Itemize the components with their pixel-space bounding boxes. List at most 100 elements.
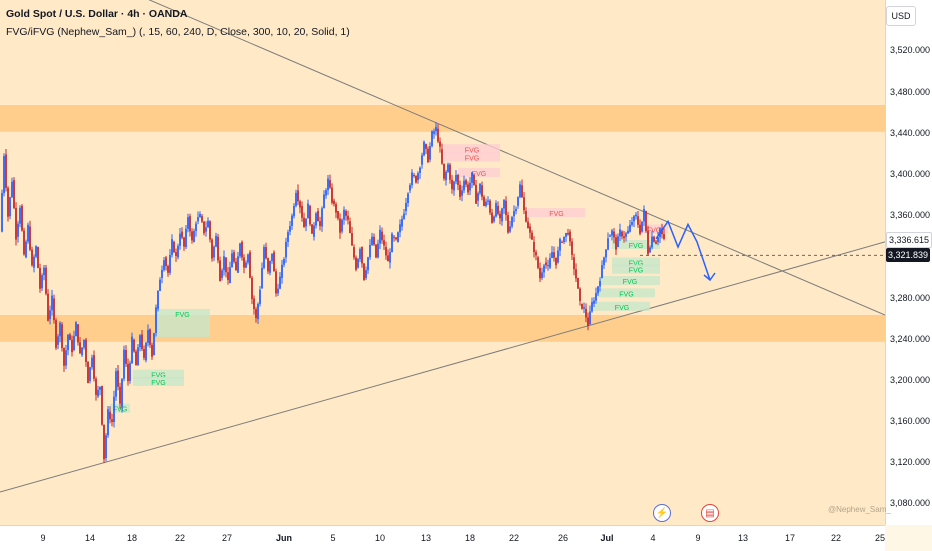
candle-down: [69, 334, 71, 340]
candle-up: [73, 336, 75, 350]
candle-down: [303, 217, 305, 228]
candle-up: [495, 203, 497, 217]
candle-down: [577, 277, 579, 289]
candle-down: [413, 175, 415, 176]
candle-up: [313, 225, 315, 237]
candle-down: [467, 184, 469, 193]
candle-down: [297, 190, 299, 202]
candle-up: [229, 267, 231, 284]
candle-down: [165, 257, 167, 267]
fvg-label: FVG: [615, 305, 629, 312]
candle-up: [199, 213, 201, 218]
price-label-current: 3,321.839: [886, 248, 930, 262]
candle-down: [15, 208, 17, 240]
time-tick-label: 27: [221, 533, 233, 543]
candle-up: [649, 247, 651, 253]
candle-down: [615, 237, 617, 250]
candle-down: [53, 298, 55, 321]
candle-down: [101, 386, 103, 425]
candle-up: [59, 322, 61, 337]
chart-plot-area[interactable]: FVG FVG FVG FVG FVG FVG FVG FVG FVG FVG FVG FVG FVG F…: [0, 0, 885, 525]
candle-down: [497, 205, 499, 214]
candle-down: [523, 197, 525, 211]
candle-up: [479, 183, 481, 194]
price-chart[interactable]: FVGFVGFVGFVGFVGFVGFVGFVGFVGFVGFVGFVGFVGF…: [0, 0, 885, 525]
candle-up: [635, 214, 637, 217]
fvg-box-bear: [444, 152, 500, 162]
candle-down: [23, 230, 25, 255]
time-tick-label: 5: [330, 533, 336, 543]
candle-down: [249, 252, 251, 278]
candle-down: [353, 247, 355, 258]
price-axis[interactable]: [885, 0, 932, 525]
candle-down: [381, 231, 383, 241]
candle-up: [601, 265, 603, 278]
fvg-box-bull: [612, 257, 660, 267]
candle-up: [605, 249, 607, 258]
fvg-label: FVG: [629, 268, 643, 275]
candle-down: [189, 216, 191, 232]
time-axis[interactable]: [0, 525, 885, 551]
candle-down: [393, 236, 395, 238]
resistance-zone: [0, 105, 885, 132]
candle-up: [223, 256, 225, 271]
candle-up: [629, 224, 631, 232]
candle-up: [261, 267, 263, 289]
candle-up: [293, 205, 295, 217]
price-tick-label: 3,080.000: [890, 498, 931, 509]
candle-down: [317, 211, 319, 222]
candle-down: [77, 324, 79, 343]
candle-down: [111, 419, 113, 423]
time-tick-label: 9: [695, 533, 701, 543]
candle-down: [319, 221, 321, 227]
candle-down: [119, 386, 121, 404]
candle-up: [67, 334, 69, 351]
candle-up: [417, 173, 419, 181]
candle-up: [113, 396, 115, 423]
candle-up: [323, 194, 325, 209]
us-flag-icon[interactable]: ▤: [701, 504, 719, 522]
candle-down: [425, 144, 427, 149]
candle-down: [415, 175, 417, 183]
currency-button[interactable]: USD: [886, 6, 916, 26]
lightning-icon[interactable]: ⚡: [653, 504, 671, 522]
candle-up: [161, 269, 163, 278]
candle-down: [387, 255, 389, 262]
candle-up: [471, 172, 473, 183]
candle-down: [623, 236, 625, 239]
candle-down: [637, 216, 639, 225]
candle-up: [19, 207, 21, 224]
candle-down: [475, 184, 477, 204]
indicator-legend[interactable]: FVG/iFVG (Nephew_Sam_) (, 15, 60, 240, D…: [6, 26, 350, 38]
fvg-label: FVG: [619, 291, 633, 298]
candle-up: [591, 302, 593, 312]
candle-up: [631, 222, 633, 225]
candle-down: [61, 324, 63, 348]
candle-down: [309, 205, 311, 225]
candle-up: [583, 307, 585, 309]
candle-up: [169, 254, 171, 273]
candle-down: [473, 175, 475, 185]
candle-down: [573, 257, 575, 270]
candle-up: [549, 258, 551, 268]
candle-down: [505, 200, 507, 216]
fvg-box-bull: [598, 288, 655, 298]
candle-up: [283, 259, 285, 265]
candle-up: [343, 209, 345, 220]
candle-up: [159, 279, 161, 291]
candle-up: [147, 329, 149, 343]
candle-up: [271, 253, 273, 261]
candle-down: [395, 237, 397, 240]
candle-down: [545, 262, 547, 266]
candle-down: [191, 231, 193, 241]
candle-down: [363, 263, 365, 280]
candle-up: [377, 243, 379, 258]
candle-down: [457, 175, 459, 185]
candle-down: [63, 347, 65, 366]
candle-down: [79, 342, 81, 354]
fvg-box-bear: [640, 224, 668, 234]
candle-up: [295, 192, 297, 206]
candle-down: [569, 231, 571, 242]
fvg-box-bull: [612, 240, 660, 249]
candle-up: [315, 213, 317, 226]
